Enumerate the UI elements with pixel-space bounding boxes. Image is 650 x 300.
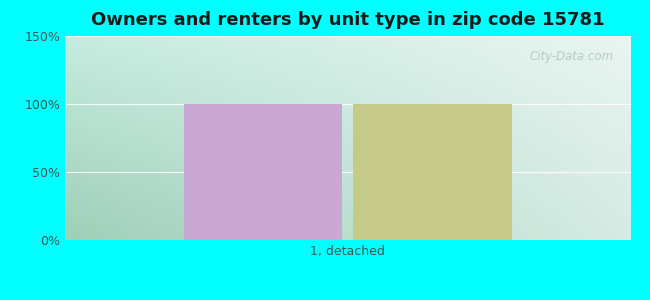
Text: City-Data.com: City-Data.com	[529, 50, 614, 63]
Title: Owners and renters by unit type in zip code 15781: Owners and renters by unit type in zip c…	[91, 11, 604, 29]
Bar	[354, 104, 512, 240]
Bar	[184, 104, 342, 240]
